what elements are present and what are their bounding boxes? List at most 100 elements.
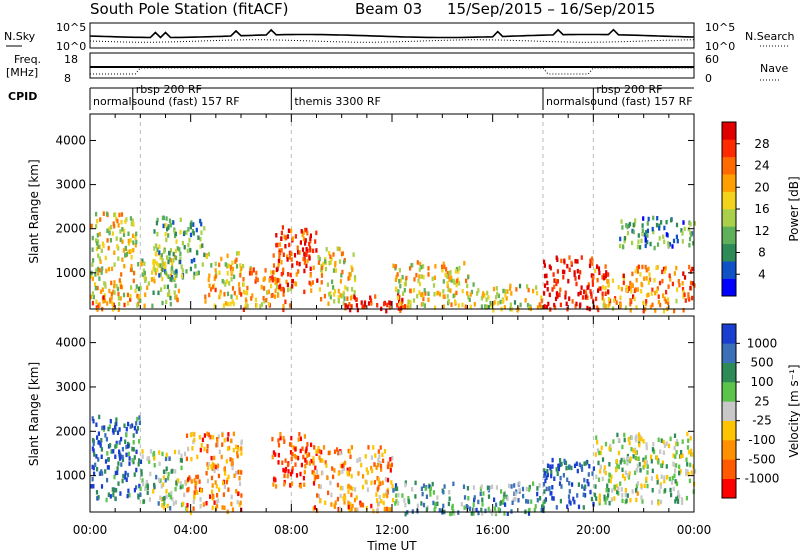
- scatter-cell: [138, 483, 141, 489]
- scatter-cell: [332, 285, 335, 290]
- scatter-cell: [161, 262, 164, 268]
- scatter-cell: [124, 439, 127, 444]
- scatter-cell: [165, 494, 168, 499]
- scatter-cell: [228, 263, 231, 269]
- scatter-cell: [371, 468, 374, 474]
- colorbar-band: [722, 440, 736, 460]
- scatter-cell: [91, 476, 94, 482]
- scatter-cell: [680, 450, 683, 455]
- scatter-cell: [118, 212, 121, 218]
- scatter-cell: [291, 263, 294, 268]
- scatter-cell: [350, 264, 353, 270]
- scatter-cell: [442, 490, 445, 495]
- scatter-cell: [584, 493, 587, 498]
- scatter-cell: [304, 238, 307, 243]
- scatter-cell: [166, 226, 169, 232]
- scatter-cell: [320, 297, 323, 302]
- scatter-cell: [687, 294, 690, 300]
- scatter-cell: [653, 277, 656, 283]
- scatter-cell: [338, 450, 342, 456]
- scatter-cell: [617, 450, 621, 456]
- scatter-cell: [347, 276, 350, 281]
- y-tick-label: 2000: [55, 424, 86, 438]
- scatter-cell: [127, 451, 130, 457]
- scatter-cell: [112, 492, 115, 498]
- scatter-cell: [163, 501, 166, 506]
- scatter-cell: [527, 287, 530, 293]
- scatter-cell: [480, 484, 483, 489]
- scatter-cell: [548, 292, 551, 298]
- scatter-cell: [542, 482, 546, 487]
- scatter-cell: [643, 459, 646, 465]
- nsearch-label: N.Search: [745, 30, 795, 43]
- scatter-cell: [106, 228, 109, 233]
- scatter-cell: [616, 432, 619, 438]
- scatter-cell: [555, 281, 558, 287]
- scatter-cell: [108, 424, 111, 429]
- scatter-cell: [449, 511, 452, 517]
- scatter-cell: [396, 486, 399, 491]
- scatter-cell: [308, 280, 311, 286]
- scatter-cell: [216, 442, 219, 448]
- scatter-cell: [128, 492, 131, 498]
- scatter-cell: [302, 256, 305, 262]
- scatter-cell: [688, 264, 691, 270]
- scatter-cell: [169, 248, 173, 253]
- scatter-cell: [310, 458, 313, 464]
- scatter-cell: [161, 267, 164, 273]
- scatter-cell: [642, 216, 645, 221]
- scatter-cell: [587, 284, 590, 290]
- scatter-cell: [130, 255, 133, 260]
- scatter-cell: [406, 305, 409, 310]
- scatter-cell: [645, 476, 648, 482]
- scatter-cell: [411, 487, 414, 492]
- scatter-cell: [105, 268, 108, 274]
- scatter-cell: [110, 266, 114, 272]
- scatter-cell: [376, 498, 379, 503]
- scatter-cell: [420, 265, 423, 270]
- scatter-cell: [150, 277, 153, 282]
- scatter-cell: [562, 275, 565, 280]
- scatter-cell: [692, 464, 695, 469]
- scatter-cell: [432, 490, 435, 495]
- scatter-cell: [218, 487, 221, 492]
- scatter-cell: [370, 301, 373, 306]
- scatter-cell: [107, 457, 110, 462]
- scatter-cell: [404, 502, 407, 508]
- scatter-cell: [689, 280, 693, 286]
- scatter-cell: [390, 480, 393, 485]
- scatter-cell: [101, 425, 104, 431]
- scatter-cell: [160, 484, 163, 489]
- scatter-cell: [678, 464, 681, 470]
- scatter-cell: [113, 212, 116, 218]
- scatter-cell: [244, 290, 247, 296]
- scatter-cell: [495, 286, 498, 291]
- scatter-cell: [91, 291, 94, 296]
- scatter-cell: [621, 498, 624, 504]
- scatter-cell: [159, 255, 162, 260]
- scatter-cell: [449, 288, 452, 293]
- scatter-cell: [310, 288, 313, 293]
- scatter-cell: [183, 230, 186, 236]
- scatter-cell: [395, 286, 398, 291]
- scatter-cell: [377, 485, 380, 490]
- scatter-cell: [175, 480, 178, 485]
- scatter-cell: [129, 216, 132, 221]
- scatter-cell: [313, 505, 316, 510]
- scatter-cell: [625, 498, 628, 504]
- scatter-cell: [152, 266, 155, 271]
- scatter-cell: [206, 448, 209, 454]
- scatter-cell: [152, 489, 155, 494]
- scatter-cell: [369, 295, 372, 300]
- scatter-cell: [200, 488, 203, 493]
- scatter-cell: [526, 303, 530, 308]
- scatter-cell: [214, 268, 217, 273]
- scatter-cell: [187, 477, 190, 482]
- scatter-cell: [513, 491, 516, 496]
- scatter-cell: [670, 492, 673, 498]
- scatter-cell: [138, 458, 141, 463]
- scatter-cell: [193, 494, 196, 499]
- colorbar-tick-label: 8: [758, 246, 766, 260]
- cpid-segment-label: rbsp 200 RF: [136, 83, 202, 96]
- scatter-cell: [646, 228, 649, 234]
